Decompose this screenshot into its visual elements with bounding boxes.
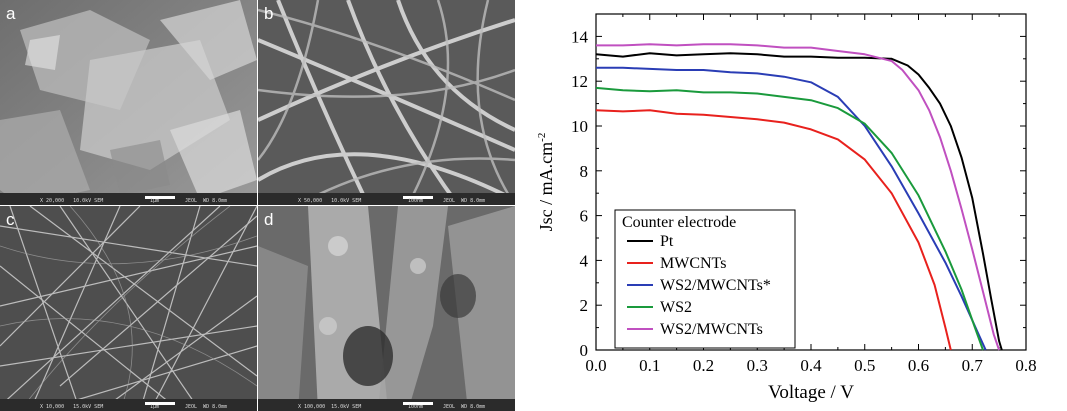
- sem-info-bar: X 20,000 10.0kV SEM 1μm JEOL WD 8.0mm: [0, 193, 257, 205]
- y-tick-label: 12: [571, 72, 588, 91]
- y-axis-label: Jsc / mA.cm-2: [536, 133, 556, 232]
- x-tick-label: 0.3: [747, 356, 768, 375]
- x-tick-label: 0.7: [962, 356, 984, 375]
- sem-scale-label: 1μm: [150, 198, 160, 204]
- scale-bar: [403, 402, 433, 405]
- legend-label-2: MWCNTs: [660, 255, 726, 272]
- legend-label-5: WS2/MWCNTs: [660, 321, 763, 338]
- y-tick-label: 4: [580, 251, 589, 270]
- sem-image-panel: a X 20,000 10.0kV SEM 1μm JEOL WD 8.0mm …: [0, 0, 515, 411]
- x-tick-label: 0.8: [1015, 356, 1036, 375]
- sem-info-bar: X 10,000 15.0kV SEM 1μm JEOL WD 8.0mm: [0, 399, 257, 411]
- legend-label-3: WS2/MWCNTs*: [660, 277, 771, 294]
- panel-label-b: b: [264, 4, 274, 23]
- sem-scale-label: 100nm: [408, 404, 424, 410]
- panel-label-c: c: [6, 210, 15, 229]
- series-line-5: [596, 43, 1001, 351]
- x-tick-label: 0.5: [854, 356, 875, 375]
- legend-box: [614, 209, 796, 349]
- panel-label-d: d: [264, 210, 274, 229]
- x-axis-label: Voltage / V: [768, 382, 854, 403]
- sem-info-left: X 20,000 10.0kV SEM: [40, 198, 104, 204]
- y-tick-label: 6: [580, 207, 589, 226]
- series-line-3: [596, 66, 987, 351]
- y-tick-label: 10: [571, 117, 588, 136]
- sem-scale-label: 1μm: [150, 404, 160, 410]
- sem-info-bar: X 100,000 15.0kV SEM 100nm JEOL WD 8.0mm: [258, 399, 515, 411]
- sem-image-c: c X 10,000 15.0kV SEM 1μm JEOL WD 8.0mm: [0, 206, 257, 411]
- legend-label-1: Pt: [660, 233, 674, 250]
- sem-info-right: JEOL WD 8.0mm: [185, 404, 228, 410]
- sem-info-left: X 100,000 15.0kV SEM: [298, 404, 362, 410]
- x-tick-label: 0.4: [800, 356, 822, 375]
- series-line-2: [595, 109, 952, 351]
- legend-label-4: WS2: [660, 299, 692, 316]
- scale-bar: [145, 402, 175, 405]
- x-tick-label: 0.6: [908, 356, 929, 375]
- y-tick-label: 8: [580, 162, 589, 181]
- sem-info-right: JEOL WD 8.0mm: [443, 198, 486, 204]
- x-tick-label: 0.1: [639, 356, 660, 375]
- sem-info-bar: X 50,000 10.0kV SEM 100nm JEOL WD 8.0mm: [258, 193, 515, 205]
- sem-info-left: X 10,000 15.0kV SEM: [40, 404, 104, 410]
- jv-curve-chart: 0.0 0.1 0.2 0.3 0.4 0.5 0.6 0.7 0.8 0 2 4 6 8 10 12 14 Vo…: [536, 13, 1037, 403]
- sem-image-d: d X 100,000 15.0kV SEM 100nm JEOL WD 8.0…: [258, 206, 515, 411]
- series-line-1: [595, 52, 1003, 351]
- scale-bar: [145, 196, 175, 199]
- y-tick-label: 2: [580, 296, 589, 315]
- sem-image-b: b X 50,000 10.0kV SEM 100nm JEOL WD 8.0m…: [258, 0, 515, 205]
- series-line-4: [595, 86, 984, 351]
- sem-image-a: a X 20,000 10.0kV SEM 1μm JEOL WD 8.0mm: [0, 0, 257, 205]
- sem-info-right: JEOL WD 8.0mm: [443, 404, 486, 410]
- legend-title: Counter electrode: [622, 214, 736, 231]
- panel-label-a: a: [6, 4, 16, 23]
- x-tick-label: 0.2: [693, 356, 714, 375]
- sem-info-right: JEOL WD 8.0mm: [185, 198, 228, 204]
- sem-info-left: X 50,000 10.0kV SEM: [298, 198, 362, 204]
- sem-scale-label: 100nm: [408, 198, 424, 204]
- scale-bar: [403, 196, 433, 199]
- x-tick-label: 0.0: [585, 356, 606, 375]
- y-tick-label: 0: [580, 341, 589, 360]
- y-tick-label: 14: [571, 27, 589, 46]
